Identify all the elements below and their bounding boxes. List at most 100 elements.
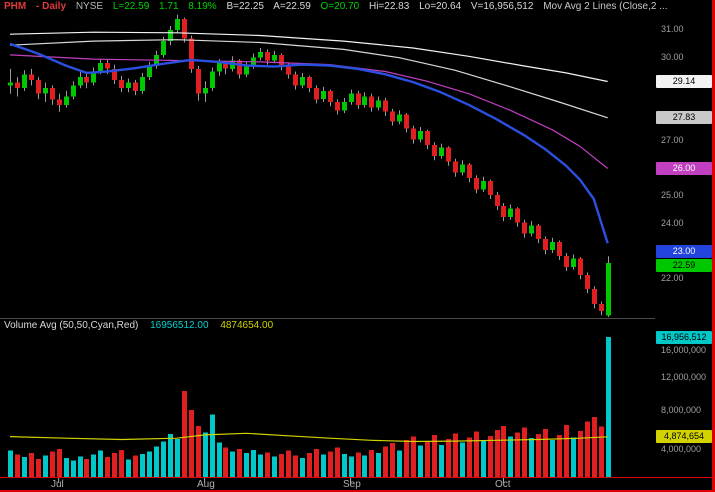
candle-body [133, 82, 138, 91]
candle-body [335, 102, 340, 111]
month-label: Sep [343, 479, 361, 490]
volume-bar [8, 450, 13, 477]
volume-bar [258, 454, 263, 477]
volume-bar [286, 450, 291, 477]
volume-bar [564, 425, 569, 477]
volume-bar [15, 454, 20, 477]
volume-bar [64, 458, 69, 477]
volume-bar [606, 337, 611, 477]
volume-bar [550, 439, 555, 477]
candle-body [321, 90, 326, 100]
candle-body [501, 205, 506, 217]
candle-body [432, 145, 437, 157]
time-axis[interactable]: Jul Aug Sep Oct [0, 478, 655, 492]
volume-bar [529, 438, 534, 477]
candle-body [495, 194, 500, 206]
moving-average-indicator-label[interactable]: Mov Avg 2 Lines (Close,2 ... [543, 1, 668, 12]
volume-indicator-label[interactable]: Volume Avg (50,50,Cyan,Red) [4, 320, 139, 331]
symbol-label[interactable]: PHM [4, 1, 27, 12]
candle-body [175, 18, 180, 30]
volume-bar [36, 458, 41, 477]
volume-bar [397, 450, 402, 477]
volume-bar [432, 434, 437, 477]
volume-bar [599, 426, 604, 477]
candle-body [515, 208, 520, 223]
candle-body [390, 111, 395, 122]
volume-average-line[interactable] [9, 432, 608, 443]
volume-bar [571, 437, 576, 477]
volume-pane[interactable] [8, 337, 611, 478]
low-label: Lo=20.64 [419, 1, 462, 12]
volume-bar [182, 391, 187, 477]
volume-bar [453, 433, 458, 477]
volume-bar [244, 453, 249, 477]
volume-bar [536, 434, 541, 477]
candle-body [126, 82, 131, 89]
candle-body [536, 225, 541, 240]
candle-body [50, 88, 55, 100]
volume-bar [314, 448, 319, 477]
ma-line-white-lower[interactable] [9, 39, 608, 119]
volume-bar [147, 451, 152, 477]
ma-line-magenta[interactable] [9, 54, 609, 169]
volume-bar [265, 452, 270, 478]
volume-bar [196, 425, 201, 477]
candle-body [488, 181, 493, 195]
volume-bar [78, 456, 83, 477]
candle-body [272, 54, 277, 61]
candle-body [522, 222, 527, 234]
volume-bar [133, 455, 138, 477]
candle-body [8, 82, 13, 86]
candle-body [578, 258, 583, 276]
candle-body [356, 93, 361, 105]
ma-line-white-upper[interactable] [9, 31, 608, 83]
price-pane[interactable] [8, 14, 611, 317]
candle-body [78, 77, 83, 86]
candle-body [210, 71, 215, 89]
candle-body [112, 68, 117, 80]
candle-body [328, 90, 333, 102]
candle-body [98, 63, 103, 72]
candle-body [550, 241, 555, 251]
volume-bar [592, 416, 597, 477]
volume-bar [376, 453, 381, 477]
volume-bar [175, 439, 180, 477]
volume-bar [57, 448, 62, 477]
timeframe-label[interactable]: - Daily [36, 1, 67, 12]
volume-bar [508, 436, 513, 477]
volume-bar [189, 410, 194, 477]
candle-body [203, 88, 208, 94]
volume-bar [119, 449, 124, 477]
avg-volume-value: 4874654.00 [220, 320, 274, 331]
candle-body [64, 96, 69, 105]
candle-body [22, 74, 27, 89]
volume-bar [342, 453, 347, 477]
right-border-line [712, 0, 715, 492]
volume-bar [50, 451, 55, 477]
candle-body [105, 63, 110, 69]
volume-bar [356, 452, 361, 478]
volume-bar [168, 434, 173, 477]
volume-bar [98, 450, 103, 477]
volume-bar [203, 432, 208, 477]
volume-bar [404, 439, 409, 477]
candle-body [571, 258, 576, 267]
candle-body [592, 289, 597, 305]
volume-bar [251, 449, 256, 477]
ma-line-blue[interactable] [9, 42, 609, 244]
candle-body [286, 66, 291, 75]
volume-bar [543, 429, 548, 477]
volume-bar [501, 425, 506, 477]
candle-body [91, 71, 96, 83]
candle-body [425, 131, 430, 145]
candle-body [349, 93, 354, 102]
volume-bar [91, 454, 96, 477]
candle-body [397, 114, 402, 122]
candle-body [508, 208, 513, 217]
volume-bar [161, 441, 166, 477]
candle-body [244, 66, 249, 75]
volume-bar [223, 447, 228, 477]
volume-bar [349, 456, 354, 477]
candle-body [84, 77, 89, 83]
